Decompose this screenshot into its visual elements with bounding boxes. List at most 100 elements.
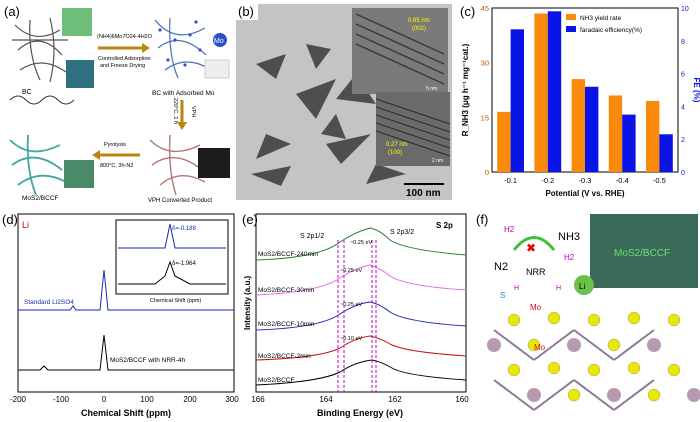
shift-4: ~0.10 eV — [340, 336, 363, 342]
vph-label: VPH — [190, 106, 196, 117]
mos2-lattice — [487, 311, 700, 411]
hrtem-inset-2 — [376, 92, 450, 166]
y2-tick-label: 2 — [681, 137, 685, 144]
legend-swatch-nh3 — [566, 14, 576, 20]
h-label-2: H — [556, 285, 561, 292]
s2p12-label: S 2p1/2 — [300, 233, 324, 240]
bar-faradaic-efficiency — [547, 11, 562, 173]
svg-text:166: 166 — [251, 395, 265, 404]
blocked-icon: ✖ — [526, 241, 536, 255]
hrtem-inset-1 — [352, 8, 448, 94]
svg-text:MoS2/BCCF-30min: MoS2/BCCF-30min — [258, 287, 315, 294]
panel-e-label: (e) — [242, 212, 258, 227]
bc-label: BC — [22, 89, 32, 96]
xps-xlabel: Binding Energy (eV) — [317, 408, 403, 418]
step1-label: Controlled Adsorption — [98, 56, 151, 62]
bc-mo-network — [154, 17, 209, 79]
mo-badge-text: Mo — [214, 38, 224, 45]
inset-peak1: δ=-0.188 — [172, 226, 197, 232]
y-tick-label: 0 — [485, 168, 489, 177]
y-axis-label: R_NH3 (μg h⁻¹ mg⁻¹cat.) — [461, 43, 470, 136]
d2-plane: (100) — [388, 150, 402, 156]
y2-axis-label: FE (%) — [692, 78, 700, 103]
y2-tick-label: 8 — [681, 39, 685, 46]
svg-text:200: 200 — [183, 395, 197, 404]
standard-spectrum — [18, 269, 234, 311]
y-tick-label: 45 — [481, 4, 489, 13]
xps-curves — [255, 227, 467, 386]
y-tick-label: 15 — [481, 113, 489, 122]
x-axis-label: Potential (V vs. RHE) — [545, 189, 624, 198]
nmr-xticks: -200 -100 0 100 200 300 — [10, 395, 239, 404]
legend-label-nh3: NH3 yield rate — [580, 15, 622, 22]
xps-ylabel: Intensity (a.u.) — [243, 275, 252, 330]
xps-chart: S 2p S 2p1/2 S 2p3/2 ~0.25 eV ~0.25 eV ~… — [243, 213, 469, 418]
final-label: MoS2/BCCF — [22, 195, 59, 202]
panel-b-label: (b) — [238, 4, 254, 19]
svg-text:MoS2/BCCF-240min: MoS2/BCCF-240min — [258, 251, 318, 258]
sample-label: MoS2/BCCF with NRR-4h — [110, 357, 186, 364]
bc-network — [12, 17, 68, 83]
tem-image: 0.65 nm (002) 5 nm 0.27 nm (100) 2 nm 10… — [236, 4, 452, 200]
x-tick-label: -0.3 — [579, 176, 592, 185]
svg-text:MoS2/BCCF: MoS2/BCCF — [258, 377, 295, 384]
ref-lines — [337, 240, 377, 392]
svg-text:-100: -100 — [53, 395, 70, 404]
nucleus-label: Li — [22, 220, 29, 230]
x-tick-label: -0.4 — [616, 176, 629, 185]
x-tick-label: -0.2 — [541, 176, 554, 185]
y2-tick-label: 6 — [681, 72, 685, 79]
nmr-frame — [17, 213, 235, 393]
pyro-cond-label: 800°C, 3h-N2 — [100, 163, 133, 169]
panel-a: (a) BC (NH4)6Mo7O24·4H2O Controlled Adso… — [0, 0, 232, 205]
lattice-2 — [375, 98, 451, 157]
nmr-xlabel: Chemical Shift (ppm) — [81, 408, 171, 418]
mo-badge — [213, 33, 227, 47]
scale-label: 100 nm — [406, 188, 441, 199]
bar-chart: -0.1 -0.2 -0.3 -0.4 -0.5 0 15 30 45 0 2 4 6 8 10 NH3 yi… — [461, 4, 700, 198]
inset-scale-2: 2 nm — [432, 158, 443, 164]
inset-xlabel: Chemical Shift (ppm) — [150, 298, 202, 304]
lattice-1 — [355, 13, 445, 85]
y2-tick-label: 0 — [681, 170, 685, 177]
y2-tick-label: 10 — [681, 6, 689, 13]
y-tick-label: 30 — [481, 59, 489, 68]
svg-text:162: 162 — [388, 395, 402, 404]
svg-text:MoS2/BCCF-2min: MoS2/BCCF-2min — [258, 353, 311, 360]
mechanism-schematic: MoS2/BCCF N2 NH3 H2 H2 ✖ NRR Li S Mo Mo … — [487, 214, 700, 411]
li-label: Li — [579, 282, 585, 291]
sem-inset-label: MoS2/BCCF — [614, 248, 670, 259]
h-label-1: H — [514, 285, 519, 292]
cotton-photo — [204, 59, 230, 79]
bar-faradaic-efficiency — [510, 29, 524, 172]
svg-text:100: 100 — [140, 395, 154, 404]
svg-text:-200: -200 — [10, 395, 27, 404]
vph-photo — [198, 148, 230, 178]
panel-a-label: (a) — [4, 4, 20, 19]
inset-scale-1: 5 nm — [426, 86, 437, 92]
bc-sem-photo — [66, 60, 94, 88]
vph-network — [149, 134, 206, 196]
xps-frame — [255, 213, 467, 393]
vph-cond-label: 220°C, 1 h — [172, 98, 178, 124]
xps-tag: S 2p — [436, 221, 453, 230]
li-atom — [574, 275, 594, 295]
svg-text:300: 300 — [225, 395, 239, 404]
y2-tick-label: 4 — [681, 104, 685, 111]
pyro-label: Pyrolysis — [104, 142, 126, 148]
nh3-label: NH3 — [558, 231, 580, 243]
shift-1: ~0.25 eV — [350, 240, 373, 246]
inset-peak2: δ=-1.964 — [172, 261, 197, 267]
nrr-label: NRR — [526, 267, 546, 277]
nmr-chart: Li Standard Li2SO4 MoS2/BCCF with NRR-4h… — [10, 213, 239, 418]
sample-spectrum — [18, 334, 234, 371]
bar-nh3-yield — [497, 111, 511, 172]
panel-d-label: (d) — [2, 212, 18, 227]
svg-text:160: 160 — [455, 395, 469, 404]
svg-text:0: 0 — [102, 395, 107, 404]
step1b-label: and Freeze Drying — [100, 63, 145, 69]
standard-label: Standard Li2SO4 — [24, 299, 74, 306]
s-label: S — [500, 291, 505, 300]
mo-label-1: Mo — [530, 303, 542, 312]
xps-xticks: 166 164 162 160 — [251, 395, 469, 404]
